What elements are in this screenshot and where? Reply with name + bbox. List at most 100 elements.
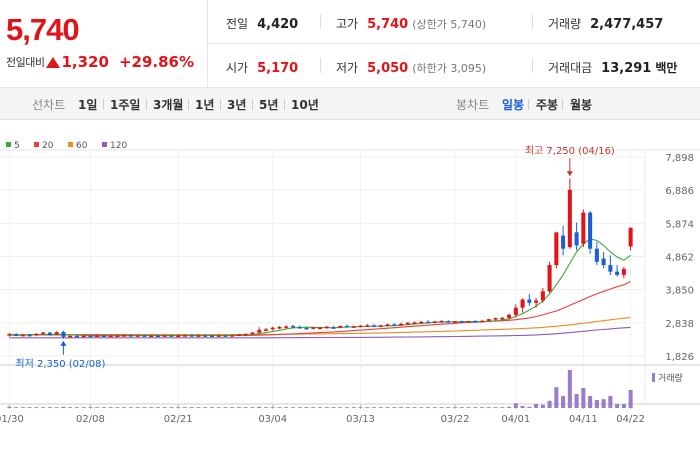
volume-bar [412, 407, 417, 408]
candle-body [466, 321, 471, 323]
volume-bar [628, 390, 633, 408]
ma20-line [9, 281, 631, 337]
candle-weekly-button[interactable]: 주봉 [536, 98, 559, 112]
stat-value: 5,050 [367, 61, 409, 76]
candle-body [459, 321, 464, 323]
candle-body [581, 212, 586, 244]
candle-body [250, 332, 255, 335]
candle-body [290, 326, 296, 328]
volume-bar [169, 407, 174, 408]
volume-bar [338, 407, 343, 408]
change-row: 전일대비 1,320 +29.86% [6, 52, 194, 72]
volume-bar [351, 407, 356, 408]
candle-body [209, 335, 214, 338]
stat-label: 거래대금 [548, 61, 593, 75]
candle-monthly-button[interactable]: 월봉 [570, 98, 593, 112]
volume-bar [290, 407, 296, 408]
volume-bar [81, 407, 86, 408]
price-summary: 5,740 전일대비 1,320 +29.86% 전일 4,420 고가 5,7… [0, 0, 700, 88]
volume-bar [230, 407, 235, 408]
candle-body [601, 258, 606, 266]
volume-bar [567, 370, 572, 408]
candle-body [567, 189, 572, 248]
change-percent: +29.86% [118, 53, 194, 71]
divider [532, 14, 533, 29]
candle-body [304, 328, 309, 330]
legend-swatch [34, 142, 39, 147]
volume-bar [216, 407, 221, 408]
volume-bar [588, 396, 593, 408]
ma120-line [9, 326, 631, 339]
period-1w-button[interactable]: 1주일 [110, 98, 141, 112]
volume-bar [257, 406, 262, 408]
stat-trade-value: 거래대금 13,291 백만 [548, 59, 677, 76]
candle-body [378, 325, 383, 327]
volume-bar [392, 407, 397, 408]
ma5-line [9, 238, 631, 337]
candle-body [412, 322, 417, 324]
candle-body [351, 326, 356, 328]
divider [532, 58, 533, 73]
stat-open: 시가 5,170 [226, 59, 298, 76]
x-tick-label: 03/22 [441, 414, 470, 425]
up-arrow-icon [46, 56, 61, 68]
candle-body [317, 327, 323, 330]
divider [146, 99, 147, 110]
y-tick-label: 2,838 [665, 319, 694, 330]
legend-label: 60 [76, 141, 88, 151]
stats-row-2: 시가 5,170 저가 5,050 (하한가 3,095) 거래대금 13,29… [208, 44, 700, 88]
stat-low: 저가 5,050 (하한가 3,095) [336, 59, 486, 76]
candle-body [263, 329, 269, 331]
candle-body [338, 326, 343, 328]
period-1d-button[interactable]: 1일 [78, 98, 98, 112]
volume-bar [54, 407, 59, 408]
volume-bar [459, 407, 464, 408]
stat-label: 고가 [336, 17, 359, 31]
volume-bar [128, 407, 133, 408]
period-3y-button[interactable]: 3년 [227, 98, 247, 112]
stat-value: 5,740 [367, 17, 409, 32]
x-tick-label: 01/30 [0, 414, 24, 425]
candle-body [561, 235, 566, 249]
candle-body [189, 335, 194, 337]
candle-body [41, 332, 46, 335]
volume-bar [547, 400, 552, 408]
candle-body [108, 335, 113, 338]
candle-body [176, 335, 181, 338]
volume-bar [432, 407, 437, 408]
volume-bar [27, 407, 32, 408]
lower-limit: (하한가 3,095) [412, 62, 487, 75]
volume-bar [47, 407, 52, 408]
y-tick-label: 5,874 [665, 219, 694, 230]
volume-bar [101, 407, 106, 408]
period-10y-button[interactable]: 10년 [291, 98, 319, 112]
current-price: 5,740 [6, 12, 80, 47]
candle-body [162, 335, 167, 337]
candle-body [331, 327, 336, 329]
period-5y-button[interactable]: 5년 [259, 98, 279, 112]
stat-value: 2,477,457 [590, 17, 664, 32]
legend-label: 5 [14, 141, 20, 151]
divider [320, 14, 321, 29]
period-3m-button[interactable]: 3개월 [153, 98, 184, 112]
candle-body [588, 212, 593, 249]
volume-bar [554, 387, 559, 408]
volume-bar [304, 407, 309, 408]
candle-body [203, 335, 208, 337]
stat-label: 전일 [226, 17, 249, 31]
volume-bar [223, 407, 228, 408]
candle-body [142, 335, 147, 337]
candle-chart-label: 봉차트 [456, 98, 490, 112]
period-1y-button[interactable]: 1년 [195, 98, 215, 112]
candle-body [594, 248, 599, 262]
candle-body [608, 265, 613, 272]
current-price-box: 5,740 전일대비 1,320 +29.86% [0, 0, 208, 88]
volume-bar [385, 407, 390, 408]
stat-value: 4,420 [257, 17, 299, 32]
candle-body [574, 232, 579, 246]
candle-body [61, 331, 66, 337]
candle-body [149, 335, 154, 338]
candle-body [385, 324, 390, 326]
candle-daily-button[interactable]: 일봉 [502, 98, 525, 112]
